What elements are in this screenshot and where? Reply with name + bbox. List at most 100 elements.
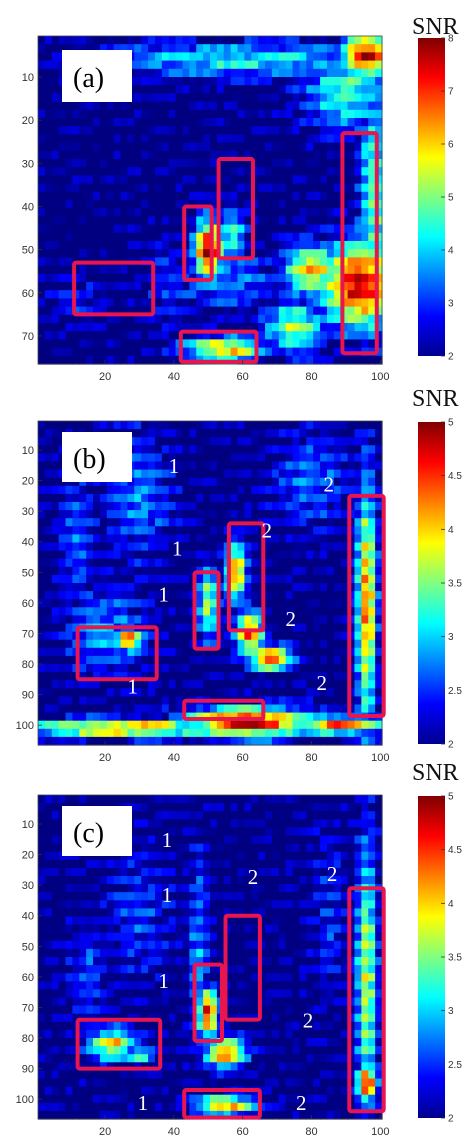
heatmap-cell — [251, 607, 259, 616]
heatmap-cell — [38, 550, 46, 560]
heatmap-cell — [244, 493, 252, 503]
heatmap-cell — [244, 150, 252, 160]
heatmap-cell — [375, 607, 383, 616]
heatmap-cell — [299, 631, 307, 641]
heatmap-cell — [306, 339, 314, 349]
heatmap-cell — [306, 591, 314, 600]
heatmap-cell — [230, 445, 239, 454]
heatmap-cell — [72, 728, 80, 738]
heatmap-cell — [210, 298, 218, 308]
heatmap-cell — [299, 493, 307, 503]
heatmap-cell — [113, 534, 122, 544]
heatmap-cell — [285, 688, 294, 697]
heatmap-cell — [354, 241, 362, 250]
heatmap-cell — [306, 900, 314, 909]
heatmap-cell — [86, 216, 94, 226]
heatmap-cell — [154, 175, 163, 185]
heatmap-cell — [38, 191, 46, 201]
heatmap-cell — [141, 550, 149, 560]
heatmap-cell — [333, 191, 342, 201]
heatmap-cell — [251, 803, 259, 812]
heatmap-cell — [168, 827, 177, 837]
heatmap-cell — [141, 60, 149, 70]
heatmap-cell — [251, 574, 259, 584]
heatmap-cell — [285, 461, 294, 471]
heatmap-cell — [375, 631, 383, 641]
heatmap-cell — [148, 795, 156, 804]
heatmap-cell — [292, 314, 301, 324]
heatmap-cell — [134, 429, 142, 438]
heatmap-cell — [203, 835, 211, 845]
heatmap-cell — [333, 445, 342, 454]
heatmap-cell — [320, 542, 328, 552]
heatmap-cell — [113, 680, 122, 689]
heatmap-cell — [196, 175, 204, 185]
heatmap-cell — [44, 191, 53, 201]
heatmap-cell — [347, 421, 356, 430]
heatmap-cell — [182, 924, 190, 934]
heatmap-cell — [127, 542, 135, 552]
heatmap-cell — [368, 453, 376, 463]
heatmap-cell — [313, 134, 321, 144]
heatmap-cell — [79, 101, 87, 111]
heatmap-cell — [65, 932, 73, 942]
heatmap-cell — [278, 191, 287, 201]
heatmap-cell — [375, 208, 383, 217]
heatmap-cell — [244, 216, 252, 226]
heatmap-cell — [244, 257, 252, 267]
heatmap-cell — [244, 142, 252, 152]
heatmap-cell — [271, 892, 280, 901]
heatmap-cell — [320, 52, 328, 62]
heatmap-cell — [182, 461, 190, 471]
heatmap-cell — [189, 429, 197, 438]
heatmap-cell — [230, 502, 239, 511]
heatmap-cell — [148, 331, 156, 340]
heatmap-cell — [265, 77, 273, 86]
heatmap-cell — [93, 720, 101, 730]
heatmap-cell — [93, 224, 101, 234]
heatmap-cell — [347, 437, 356, 446]
heatmap-cell — [210, 485, 218, 495]
heatmap-cell — [99, 599, 108, 608]
heatmap-cell — [141, 835, 149, 845]
heatmap-cell — [189, 518, 197, 527]
heatmap-cell — [251, 704, 259, 714]
heatmap-cell — [271, 672, 280, 681]
heatmap-cell — [326, 485, 335, 495]
heatmap-cell — [79, 647, 87, 657]
heatmap-cell — [278, 591, 287, 600]
heatmap-cell — [189, 924, 197, 934]
heatmap-cell — [361, 241, 369, 250]
heatmap-cell — [72, 175, 80, 185]
heatmap-cell — [203, 421, 211, 430]
heatmap-cell — [230, 908, 239, 918]
heatmap-cell — [127, 550, 135, 560]
heatmap-cell — [292, 118, 301, 127]
heatmap-cell — [189, 534, 197, 544]
heatmap-cell — [299, 290, 307, 299]
heatmap-cell — [216, 493, 225, 503]
heatmap-cell — [313, 306, 321, 316]
heatmap-cell — [237, 924, 245, 934]
heatmap-cell — [223, 712, 232, 722]
heatmap-cell — [299, 859, 307, 869]
heatmap-cell — [375, 265, 383, 275]
heatmap-cell — [203, 795, 211, 804]
heatmap-cell — [168, 118, 177, 127]
heatmap-cell — [320, 493, 328, 503]
heatmap-cell — [354, 607, 362, 616]
heatmap-cell — [44, 477, 53, 487]
heatmap-cell — [189, 150, 197, 160]
heatmap-cell — [161, 720, 170, 730]
heatmap-cell — [134, 208, 142, 217]
heatmap-cell — [99, 639, 108, 649]
heatmap-cell — [326, 249, 335, 258]
heatmap-cell — [237, 851, 245, 861]
heatmap-cell — [320, 811, 328, 820]
heatmap-cell — [230, 664, 239, 673]
heatmap-cell — [65, 655, 73, 665]
heatmap-cell — [79, 599, 87, 608]
heatmap-cell — [320, 216, 328, 226]
heatmap-cell — [237, 60, 245, 70]
heatmap-cell — [86, 607, 94, 616]
